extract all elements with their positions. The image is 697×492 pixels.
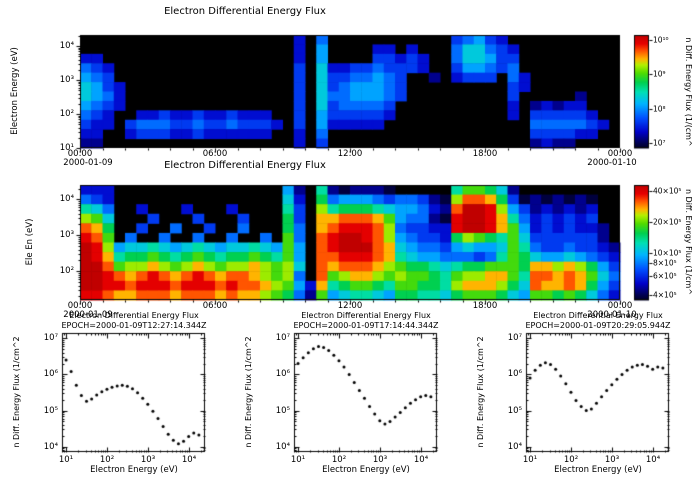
tick-label: 10⁴ — [181, 455, 197, 465]
tick-label: 10⁶ — [43, 368, 58, 379]
tick-label: 00:00 — [67, 149, 93, 159]
tick-label: 10⁴ — [59, 40, 74, 51]
tick-label: 12:00 — [337, 149, 363, 159]
tick-label: 10⁷ — [275, 332, 290, 343]
tick-label: 10² — [59, 265, 74, 276]
spectrogram-top-colorbar-label: n Diff. Energy Flux (1/(cm^ — [684, 37, 693, 147]
tick-label: 10⁴ — [59, 193, 74, 204]
spectrum-2-epoch-subtitle: EPOCH=2000-01-09T17:14:44.344Z — [293, 321, 439, 330]
tick-label: 10×10⁵ — [653, 248, 682, 258]
tick-label: 10⁸ — [653, 104, 666, 114]
tick-label: 10¹ — [522, 455, 538, 465]
spectrum-1-xlabel: Electron Energy (eV) — [90, 465, 178, 475]
tick-label: 10⁴ — [413, 455, 429, 465]
spectrogram-top-date-left: 2000-01-09 — [63, 158, 113, 168]
tick-label: 10⁵ — [43, 405, 58, 416]
tick-label: 00:00 — [607, 301, 633, 311]
tick-label: 10⁷ — [507, 332, 522, 343]
spectrum-2-xlabel: Electron Energy (eV) — [322, 465, 410, 475]
spectrogram-mid-date-right: 2000-01-10 — [587, 310, 637, 320]
spectrum-2-ylabel: n Diff. Energy Flux (1/cm^2 — [244, 336, 253, 448]
spectrum-3-epoch-subtitle: EPOCH=2000-01-09T20:29:05.944Z — [525, 321, 671, 330]
tick-label: 4×10⁵ — [653, 290, 677, 300]
tick-label: 6×10⁵ — [653, 271, 677, 281]
tick-label: 10¹ — [59, 142, 74, 153]
tick-label: 12:00 — [337, 301, 363, 311]
tick-label: 40×10⁵ — [653, 186, 682, 196]
tick-label: 10³ — [372, 455, 388, 465]
tick-label: 10⁴ — [507, 441, 522, 452]
spectrogram-top-ylabel: Electron Energy (eV) — [9, 47, 20, 135]
tick-label: 18:00 — [472, 149, 498, 159]
tick-label: 10⁴ — [275, 441, 290, 452]
tick-label: 10³ — [604, 455, 620, 465]
tick-label: 10⁵ — [507, 405, 522, 416]
spectrum-2-title: Electron Differential Energy Flux — [301, 311, 431, 320]
tick-label: 10³ — [59, 74, 74, 85]
tick-label: 18:00 — [472, 301, 498, 311]
tick-label: 10¹ — [58, 455, 74, 465]
tick-label: 10¹ — [290, 455, 306, 465]
spectrogram-mid-colorbar-label: n Diff. Energy Flux (1/cm^ — [684, 188, 693, 296]
spectrogram-mid-ylabel: Ele En (eV) — [24, 218, 35, 266]
spectrum-3-ylabel: n Diff. Energy Flux (1/cm^2 — [476, 336, 485, 448]
tick-label: 10² — [563, 455, 579, 465]
tick-label: 10² — [331, 455, 347, 465]
tick-label: 00:00 — [67, 301, 93, 311]
tick-label: 10¹⁰ — [653, 35, 669, 45]
spectrogram-mid-date-left: 2000-01-09 — [63, 310, 113, 320]
tick-label: 10² — [99, 455, 115, 465]
tick-label: 10⁴ — [645, 455, 661, 465]
spectrum-1-ylabel: n Diff. Energy Flux (1/cm^2 — [12, 336, 21, 448]
tick-label: 10² — [59, 108, 74, 119]
tick-label: 06:00 — [202, 149, 228, 159]
tick-label: 10⁷ — [43, 332, 58, 343]
tick-label: 8×10⁵ — [653, 258, 677, 268]
spectrogram-mid-title: Electron Differential Energy Flux — [164, 160, 326, 171]
tick-label: 10³ — [140, 455, 156, 465]
tick-label: 06:00 — [202, 301, 228, 311]
spectrum-1-title: Electron Differential Energy Flux — [69, 311, 199, 320]
spectrogram-top-date-right: 2000-01-10 — [587, 158, 637, 168]
spectrum-3-xlabel: Electron Energy (eV) — [554, 465, 642, 475]
tick-label: 10⁶ — [507, 368, 522, 379]
tick-label: 20×10⁵ — [653, 217, 682, 227]
tick-label: 10⁷ — [653, 138, 666, 148]
tick-label: 00:00 — [607, 149, 633, 159]
spectrogram-top-title: Electron Differential Energy Flux — [164, 6, 326, 17]
tick-label: 10⁹ — [653, 69, 666, 79]
tick-label: 10⁶ — [275, 368, 290, 379]
tick-label: 10³ — [59, 229, 74, 240]
tick-label: 10⁵ — [275, 405, 290, 416]
tick-label: 10⁴ — [43, 441, 58, 452]
spectrum-1-epoch-subtitle: EPOCH=2000-01-09T12:27:14.344Z — [61, 321, 207, 330]
spectrum-3-title: Electron Differential Energy Flux — [533, 311, 663, 320]
